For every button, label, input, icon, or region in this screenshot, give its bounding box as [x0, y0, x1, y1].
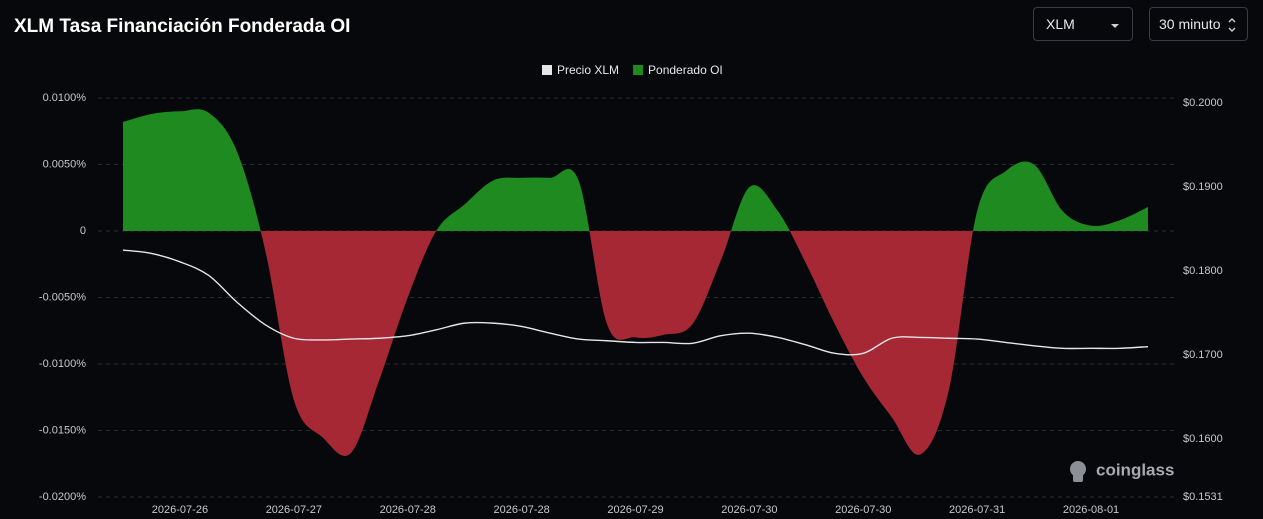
legend-label: Precio XLM: [557, 63, 619, 77]
x-tick-label: 2026-07-26: [152, 504, 208, 516]
y2-tick-label: $0.2000: [1183, 97, 1223, 109]
y2-tick-label: $0.1900: [1183, 181, 1223, 193]
legend: Precio XLM Ponderado OI: [542, 63, 723, 77]
y-tick-label: -0.0150%: [39, 424, 86, 436]
x-tick-label: 2026-07-28: [380, 504, 436, 516]
watermark: coinglass: [1096, 460, 1174, 479]
legend-label: Ponderado OI: [648, 63, 723, 77]
x-tick-label: 2026-07-28: [493, 504, 549, 516]
y-tick-label: 0.0050%: [43, 158, 87, 170]
y-tick-label: -0.0200%: [39, 491, 86, 503]
interval-select[interactable]: 30 minuto: [1149, 7, 1248, 41]
area-positive: [123, 109, 1148, 231]
y2-tick-label: $0.1531: [1183, 491, 1223, 503]
y-tick-label: -0.0100%: [39, 358, 86, 370]
watermark-logo: [1070, 461, 1086, 482]
symbol-select[interactable]: XLM: [1033, 7, 1133, 41]
x-tick-label: 2026-07-31: [949, 504, 1005, 516]
y-tick-label: -0.0050%: [39, 291, 86, 303]
x-tick-label: 2026-08-01: [1063, 504, 1119, 516]
y2-tick-label: $0.1600: [1183, 433, 1223, 445]
legend-swatch: [542, 65, 552, 75]
y-tick-label: 0.0100%: [43, 92, 87, 104]
legend-swatch: [633, 65, 644, 75]
chart-title: XLM Tasa Financiación Fonderada OI: [14, 16, 350, 37]
symbol-select-label: XLM: [1046, 16, 1075, 32]
area-negative: [123, 231, 1148, 456]
x-tick-label: 2026-07-27: [266, 504, 322, 516]
interval-select-label: 30 minuto: [1159, 16, 1221, 32]
x-tick-label: 2026-07-30: [835, 504, 891, 516]
y-tick-label: 0: [80, 225, 86, 237]
x-tick-label: 2026-07-30: [721, 504, 777, 516]
y2-tick-label: $0.1700: [1183, 349, 1223, 361]
x-tick-label: 2026-07-29: [607, 504, 663, 516]
price-line: [122, 249, 1149, 356]
caret: [1111, 24, 1119, 28]
y2-tick-label: $0.1800: [1183, 265, 1223, 277]
caret: [1228, 18, 1236, 32]
